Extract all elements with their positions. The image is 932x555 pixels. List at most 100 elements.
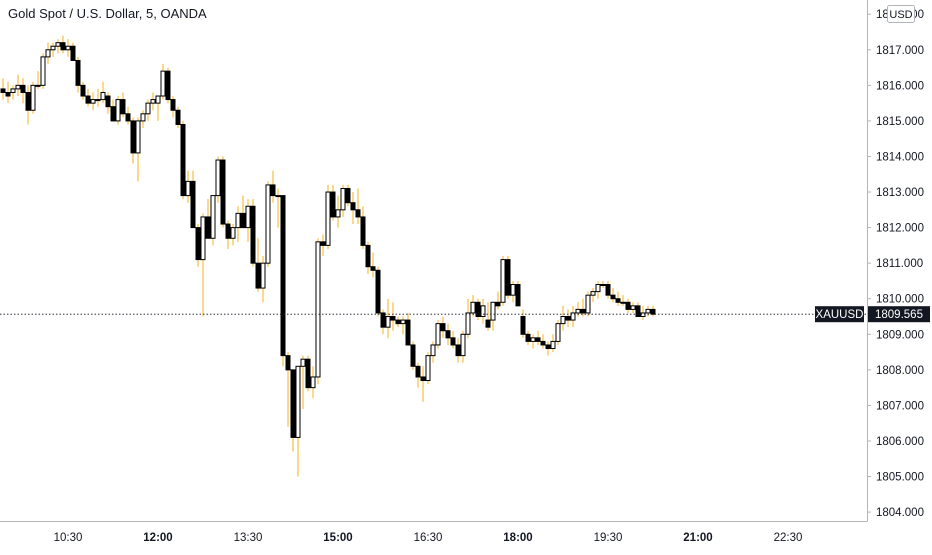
candle-body [295, 365, 301, 438]
time-tick-label: 15:00 [323, 532, 352, 544]
candle-body [495, 301, 501, 307]
candle-body [430, 344, 436, 357]
candle-body [5, 91, 11, 97]
candle-body [220, 159, 226, 225]
candle [55, 39, 61, 54]
candle [510, 280, 516, 303]
candle [395, 316, 401, 328]
candle [555, 320, 561, 345]
candle-body [200, 216, 206, 261]
candle-body [490, 301, 496, 321]
candle [460, 330, 466, 363]
candle-body [320, 241, 326, 246]
candle-body [600, 284, 606, 287]
time-tick-label: 22:30 [774, 532, 803, 544]
candle [70, 42, 76, 61]
candle-body [465, 312, 471, 335]
candle-body [140, 113, 146, 122]
candle-body [630, 305, 636, 310]
candle-body [555, 323, 561, 342]
price-tick-label: 1810.000 [876, 294, 924, 306]
candle-body [355, 209, 361, 218]
candle [600, 280, 606, 289]
candle [565, 309, 571, 328]
candle [440, 316, 446, 338]
price-tick-label: 1813.000 [876, 187, 924, 199]
currency-button-bg[interactable] [887, 5, 915, 23]
candle-body [150, 99, 156, 104]
candle [630, 302, 636, 313]
candle-body [485, 319, 491, 328]
candle-body [35, 84, 41, 87]
candle-body [520, 316, 526, 335]
candle-body [385, 316, 391, 328]
candle [15, 74, 21, 97]
price-tick-label: 1805.000 [876, 472, 924, 484]
candle-body [625, 301, 631, 310]
candle-body [30, 84, 36, 111]
candle-body [100, 91, 106, 101]
candle [140, 110, 146, 129]
candle-body [0, 88, 6, 93]
candle-body [90, 99, 96, 104]
candle-body [640, 312, 646, 318]
last-price-label: 1809.565 [875, 309, 923, 321]
candle-body [575, 308, 581, 314]
price-tick-label: 1807.000 [876, 400, 924, 412]
candle [130, 117, 136, 164]
candle [305, 355, 311, 392]
candle [60, 35, 66, 54]
candle [155, 95, 161, 121]
candle-body [635, 305, 641, 318]
price-tick-label: 1815.000 [876, 116, 924, 128]
candle-body [395, 319, 401, 325]
candle-body [300, 358, 306, 367]
candle-body [645, 308, 651, 314]
candle-body [195, 227, 201, 261]
candle [355, 188, 361, 225]
candle [415, 362, 421, 388]
candle-body [120, 99, 126, 115]
candle [370, 252, 376, 278]
candle-body [275, 195, 281, 198]
candle [0, 78, 6, 100]
symbol-tag-bg [815, 306, 864, 323]
candle-body [145, 102, 151, 115]
candle-body [335, 209, 341, 218]
candle [455, 337, 461, 363]
time-axis[interactable]: 10:30 12:00 13:30 15:00 16:30 18:00 19:30 21:00… [54, 532, 803, 544]
candle-body [225, 223, 231, 239]
candle [225, 220, 231, 249]
candle-body [585, 294, 591, 314]
candle [485, 302, 491, 331]
candle-body [135, 120, 141, 154]
candle-body [460, 333, 466, 357]
candle [515, 280, 521, 307]
candle [180, 120, 186, 200]
candle [495, 291, 501, 310]
candle-body [610, 294, 616, 300]
candle [165, 67, 171, 104]
candle-body [480, 305, 486, 318]
candle-body [550, 340, 556, 350]
candle [560, 305, 566, 331]
candle [145, 99, 151, 121]
candle-body [280, 195, 286, 357]
candle [20, 78, 26, 104]
currency-button[interactable]: USD [889, 9, 912, 21]
candle-body [235, 212, 241, 229]
candle [245, 199, 251, 242]
price-axis[interactable]: 1804.000 1805.000 1806.000 1807.000 1808.000… [867, 9, 924, 519]
candle-body [390, 316, 396, 321]
candle-body [75, 59, 81, 86]
candle-body [290, 369, 296, 438]
candle-body [190, 180, 196, 229]
candle [545, 341, 551, 356]
candle [110, 99, 116, 122]
candle [135, 117, 141, 182]
candle [30, 81, 36, 114]
candle [640, 305, 646, 321]
candle-body [180, 123, 186, 197]
time-tick-label: 10:30 [54, 532, 83, 544]
